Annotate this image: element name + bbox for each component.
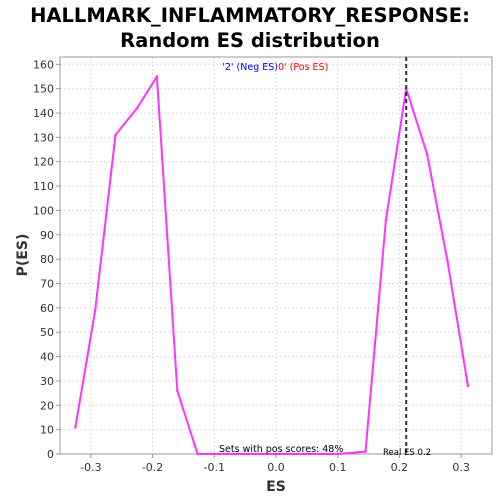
x-tick-label: -0.3: [80, 461, 101, 474]
y-tick-label: 0: [47, 448, 54, 461]
es-data-point: [336, 452, 340, 456]
series-layer: [74, 75, 470, 456]
y-tick-label: 100: [33, 204, 54, 217]
axis-layer: 0 10 20 30 40 50 60 70 80 90 100 110 120 130 140 150 160…: [33, 58, 470, 474]
es-data-point: [425, 153, 429, 156]
legend-neg-label: '2' (Neg ES): [222, 62, 278, 73]
es-data-point: [175, 389, 179, 392]
y-tick-label: 60: [40, 302, 54, 315]
y-tick-label: 90: [40, 229, 54, 242]
es-data-point: [155, 75, 159, 78]
x-tick-label: 0.2: [391, 461, 409, 474]
x-tick-label: 0.0: [267, 461, 285, 474]
legend-pos-label: 0' (Pos ES): [278, 62, 328, 73]
x-tick-label: -0.2: [142, 461, 163, 474]
es-data-point: [74, 425, 77, 429]
chart-title-line1: HALLMARK_INFLAMMATORY_RESPONSE:: [30, 4, 470, 27]
x-tick-label: -0.1: [204, 461, 225, 474]
y-tick-label: 80: [40, 253, 54, 266]
es-data-point: [114, 133, 117, 137]
y-tick-label: 40: [40, 351, 54, 364]
x-tick-label: 0.1: [329, 461, 347, 474]
y-tick-label: 150: [33, 83, 54, 96]
es-data-point: [384, 218, 388, 222]
es-data-point: [135, 106, 139, 110]
es-distribution-line: [74, 75, 469, 455]
pos-scores-annotation: Sets with pos scores: 48%: [219, 444, 343, 455]
y-tick-label: 70: [40, 278, 54, 291]
y-tick-label: 160: [33, 58, 54, 71]
es-data-point: [196, 452, 199, 456]
x-axis-label: ES: [266, 479, 286, 495]
y-tick-label: 30: [40, 375, 54, 388]
y-tick-label: 120: [33, 156, 54, 169]
y-axis-label: P(ES): [15, 234, 31, 277]
es-data-point: [364, 450, 367, 453]
y-tick-label: 130: [33, 131, 54, 144]
y-tick-label: 20: [40, 399, 54, 412]
es-data-point: [93, 309, 97, 312]
es-data-point: [446, 260, 449, 263]
x-tick-label: 0.3: [452, 461, 470, 474]
y-tick-label: 50: [40, 326, 54, 339]
y-tick-label: 140: [33, 107, 54, 120]
y-tick-label: 110: [33, 180, 54, 193]
y-tick-label: 10: [40, 424, 54, 437]
chart-title: HALLMARK_INFLAMMATORY_RESPONSE: Random E…: [0, 3, 500, 53]
chart-title-line2: Random ES distribution: [120, 29, 380, 52]
real-es-annotation: Real ES 0.2: [383, 448, 431, 458]
grid-layer: [60, 57, 492, 455]
es-data-point: [466, 384, 470, 388]
es-data-point: [274, 452, 278, 456]
